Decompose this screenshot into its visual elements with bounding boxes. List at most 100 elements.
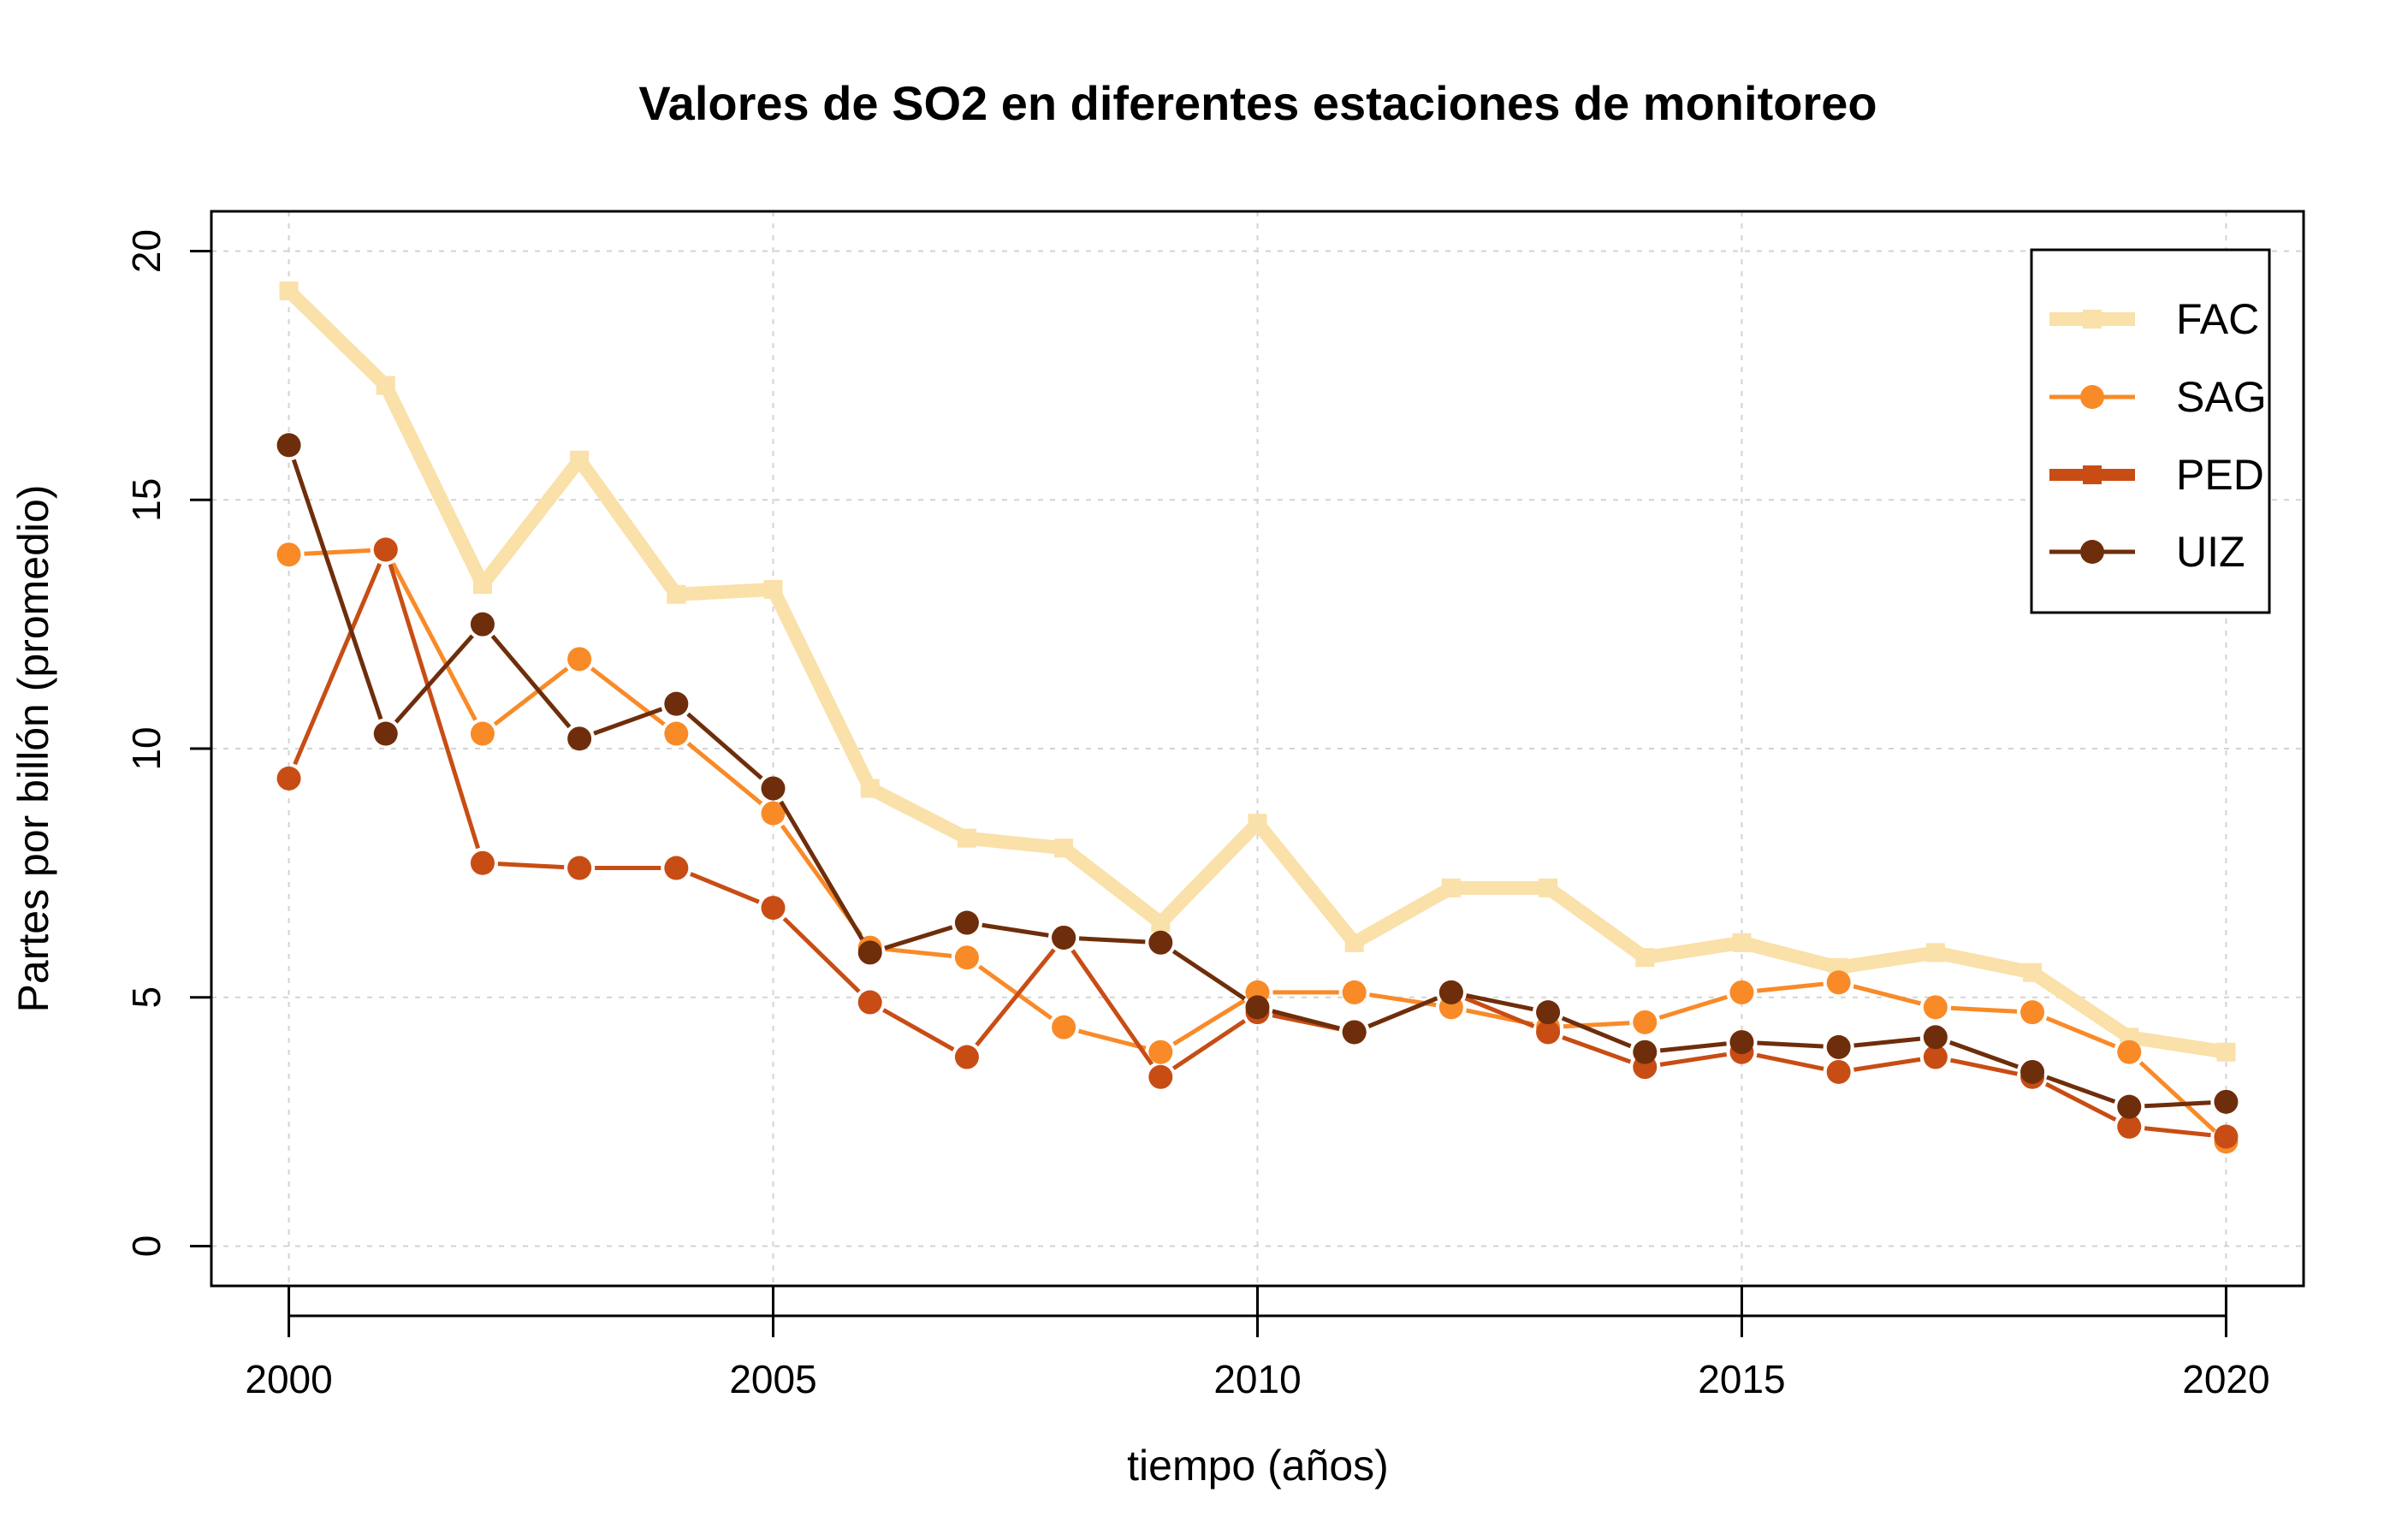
y-tick-label: 0 bbox=[124, 1235, 169, 1258]
series-line-segment bbox=[1077, 1028, 1147, 1051]
series-line-segment bbox=[882, 1008, 955, 1051]
legend-item-sag: SAG bbox=[2049, 373, 2267, 421]
series-point bbox=[2117, 1040, 2142, 1064]
y-axis-label: Partes por billón (promedio) bbox=[9, 485, 57, 1013]
series-line-segment bbox=[394, 634, 474, 724]
series-line-segment bbox=[2144, 1100, 2211, 1109]
series-point bbox=[664, 856, 689, 880]
series-line-segment bbox=[1757, 981, 1824, 993]
series-point bbox=[567, 856, 592, 880]
series-point bbox=[860, 779, 880, 798]
series-line-segment bbox=[1155, 818, 1263, 928]
series-point bbox=[2023, 962, 2043, 982]
series-line-segment bbox=[1948, 1040, 2019, 1069]
series-point bbox=[761, 776, 786, 801]
series-point bbox=[1925, 943, 1945, 962]
series-line-segment bbox=[1853, 984, 1922, 1006]
series-line-segment bbox=[291, 459, 383, 720]
series-line-segment bbox=[1658, 994, 1729, 1020]
x-axis-label: tiempo (años) bbox=[1127, 1442, 1389, 1490]
series-point bbox=[664, 721, 689, 746]
series-point bbox=[1633, 1040, 1658, 1064]
series-line-segment bbox=[1644, 935, 1743, 965]
series-point bbox=[664, 691, 689, 716]
series-point bbox=[1441, 878, 1461, 897]
series-line-segment bbox=[1544, 882, 1649, 963]
series-line-segment bbox=[573, 456, 682, 599]
series-point bbox=[1539, 878, 1558, 897]
series-line-segment bbox=[2138, 1061, 2216, 1133]
series-line-segment bbox=[867, 782, 970, 844]
series-line-segment bbox=[767, 586, 876, 792]
series-point bbox=[954, 1045, 979, 1069]
series-ped bbox=[276, 537, 2239, 1149]
series-line-segment bbox=[1078, 936, 1146, 945]
series-point bbox=[472, 575, 492, 595]
series-point bbox=[279, 281, 299, 301]
series-line-segment bbox=[884, 925, 953, 951]
series-point bbox=[1148, 1040, 1173, 1064]
series-point bbox=[376, 376, 395, 395]
series-line-segment bbox=[1172, 998, 1246, 1046]
series-point bbox=[2020, 1059, 2045, 1084]
series-line-segment bbox=[978, 964, 1053, 1021]
series-point bbox=[1729, 980, 1754, 1004]
series-point bbox=[857, 990, 882, 1015]
series-point bbox=[2083, 310, 2102, 329]
series-line-segment bbox=[1252, 819, 1360, 947]
series-point bbox=[1054, 838, 1074, 858]
x-tick-label: 2015 bbox=[1698, 1357, 1785, 1401]
series-point bbox=[1536, 1020, 1561, 1045]
series-point bbox=[1148, 1064, 1173, 1089]
series-line-segment bbox=[690, 872, 760, 904]
series-point bbox=[1923, 995, 1948, 1020]
series-line-segment bbox=[1562, 1035, 1632, 1064]
legend-label: PED bbox=[2176, 451, 2264, 499]
series-point bbox=[570, 450, 590, 470]
series-point bbox=[1826, 1034, 1851, 1059]
series-line-segment bbox=[2128, 1030, 2227, 1059]
series-point bbox=[1245, 995, 1270, 1020]
series-line-segment bbox=[497, 862, 565, 870]
series-line-segment bbox=[1464, 996, 1535, 1028]
series-line-segment bbox=[1740, 936, 1841, 974]
series-point bbox=[470, 721, 495, 746]
series-point bbox=[2214, 1124, 2239, 1149]
series-line-segment bbox=[2044, 1081, 2117, 1122]
series-line-segment bbox=[1466, 993, 1533, 1012]
legend-item-uiz: UIZ bbox=[2049, 528, 2245, 576]
series-line-segment bbox=[982, 922, 1049, 938]
series-point bbox=[1148, 930, 1173, 955]
x-tick-label: 2020 bbox=[2182, 1357, 2269, 1401]
series-line-segment bbox=[593, 707, 663, 736]
series-line-segment bbox=[966, 831, 1065, 856]
series-point bbox=[1344, 933, 1364, 952]
series-line-segment bbox=[490, 634, 572, 729]
series-point bbox=[954, 945, 979, 970]
x-axis: 2000 2005 2010 2015 2020 bbox=[245, 1286, 2270, 1401]
y-tick-label: 15 bbox=[124, 478, 169, 522]
series-point bbox=[857, 940, 882, 965]
series-point bbox=[1052, 1015, 1076, 1040]
series-point bbox=[957, 828, 976, 848]
series-point bbox=[1438, 980, 1463, 1004]
series-line-segment bbox=[1949, 1057, 2018, 1076]
series-line-segment bbox=[2144, 1126, 2211, 1138]
series-line-segment bbox=[390, 562, 477, 721]
series-point bbox=[1342, 1020, 1367, 1045]
series-point bbox=[954, 910, 979, 935]
series-point bbox=[1248, 814, 1267, 833]
series-point bbox=[470, 850, 495, 875]
series-point bbox=[567, 726, 592, 751]
series-point bbox=[2216, 1042, 2236, 1062]
series-point bbox=[276, 766, 301, 791]
series-line-segment bbox=[388, 563, 481, 850]
series-line-segment bbox=[782, 916, 861, 993]
series-point bbox=[761, 801, 786, 826]
series-line-segment bbox=[1563, 1021, 1630, 1029]
series-line-segment bbox=[379, 382, 489, 588]
series-point bbox=[761, 896, 786, 921]
series-point bbox=[2080, 540, 2104, 564]
series-point bbox=[1633, 1010, 1658, 1034]
